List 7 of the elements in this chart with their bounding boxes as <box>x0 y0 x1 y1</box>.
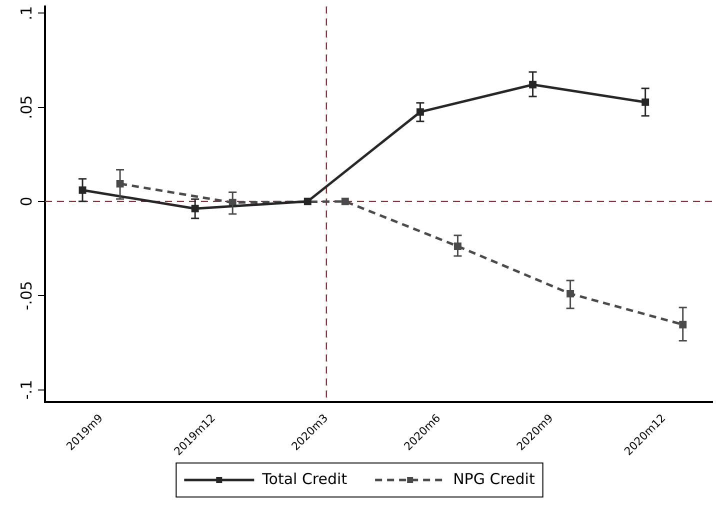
y-tick-label: 0 <box>17 196 36 206</box>
legend-label: NPG Credit <box>453 470 535 488</box>
y-tick-label: .05 <box>17 95 36 120</box>
y-tick-label: -.1 <box>17 380 36 400</box>
y-tick-label: -.05 <box>17 280 36 310</box>
y-tick-label: .1 <box>17 6 36 20</box>
legend-label: Total Credit <box>261 470 348 488</box>
